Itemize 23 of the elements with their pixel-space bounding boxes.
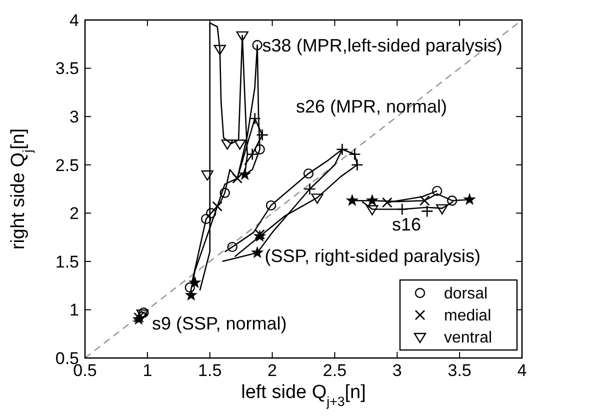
y-tick-label: 3	[70, 108, 79, 127]
y-tick-label: 2	[70, 204, 79, 224]
x-tick-label: 3	[392, 361, 402, 380]
x-tick-label: 1.5	[198, 361, 222, 380]
annotation: s9 (SSP, normal)	[152, 313, 287, 334]
y-tick-label: 2.5	[55, 156, 79, 175]
y-tick-label: 1.5	[55, 252, 79, 272]
y-tick-label: 4	[70, 10, 79, 30]
x-axis-title: left side Q$_{j+3}$[n]	[241, 382, 366, 408]
x-tick-label: 3.5	[448, 361, 472, 380]
x-tick-label: 4	[517, 361, 527, 380]
annotation: (SSP, right-sided paralysis)	[264, 246, 481, 266]
annotation: s26 (MPR, normal)	[296, 96, 448, 116]
y-tick-label: 3.5	[55, 59, 79, 78]
x-tick-label: 1	[142, 361, 152, 380]
legend-label: medial	[444, 308, 492, 325]
x-tick-label: 2	[268, 361, 278, 380]
x-tick-label: 2.5	[322, 361, 347, 380]
annotation: s16	[392, 214, 422, 234]
legend-label: ventral	[444, 330, 492, 347]
annotation: s38 (MPR,left-sided paralysis)	[262, 35, 502, 56]
y-tick-label: 1	[70, 300, 79, 320]
legend-label: dorsal	[444, 286, 488, 303]
